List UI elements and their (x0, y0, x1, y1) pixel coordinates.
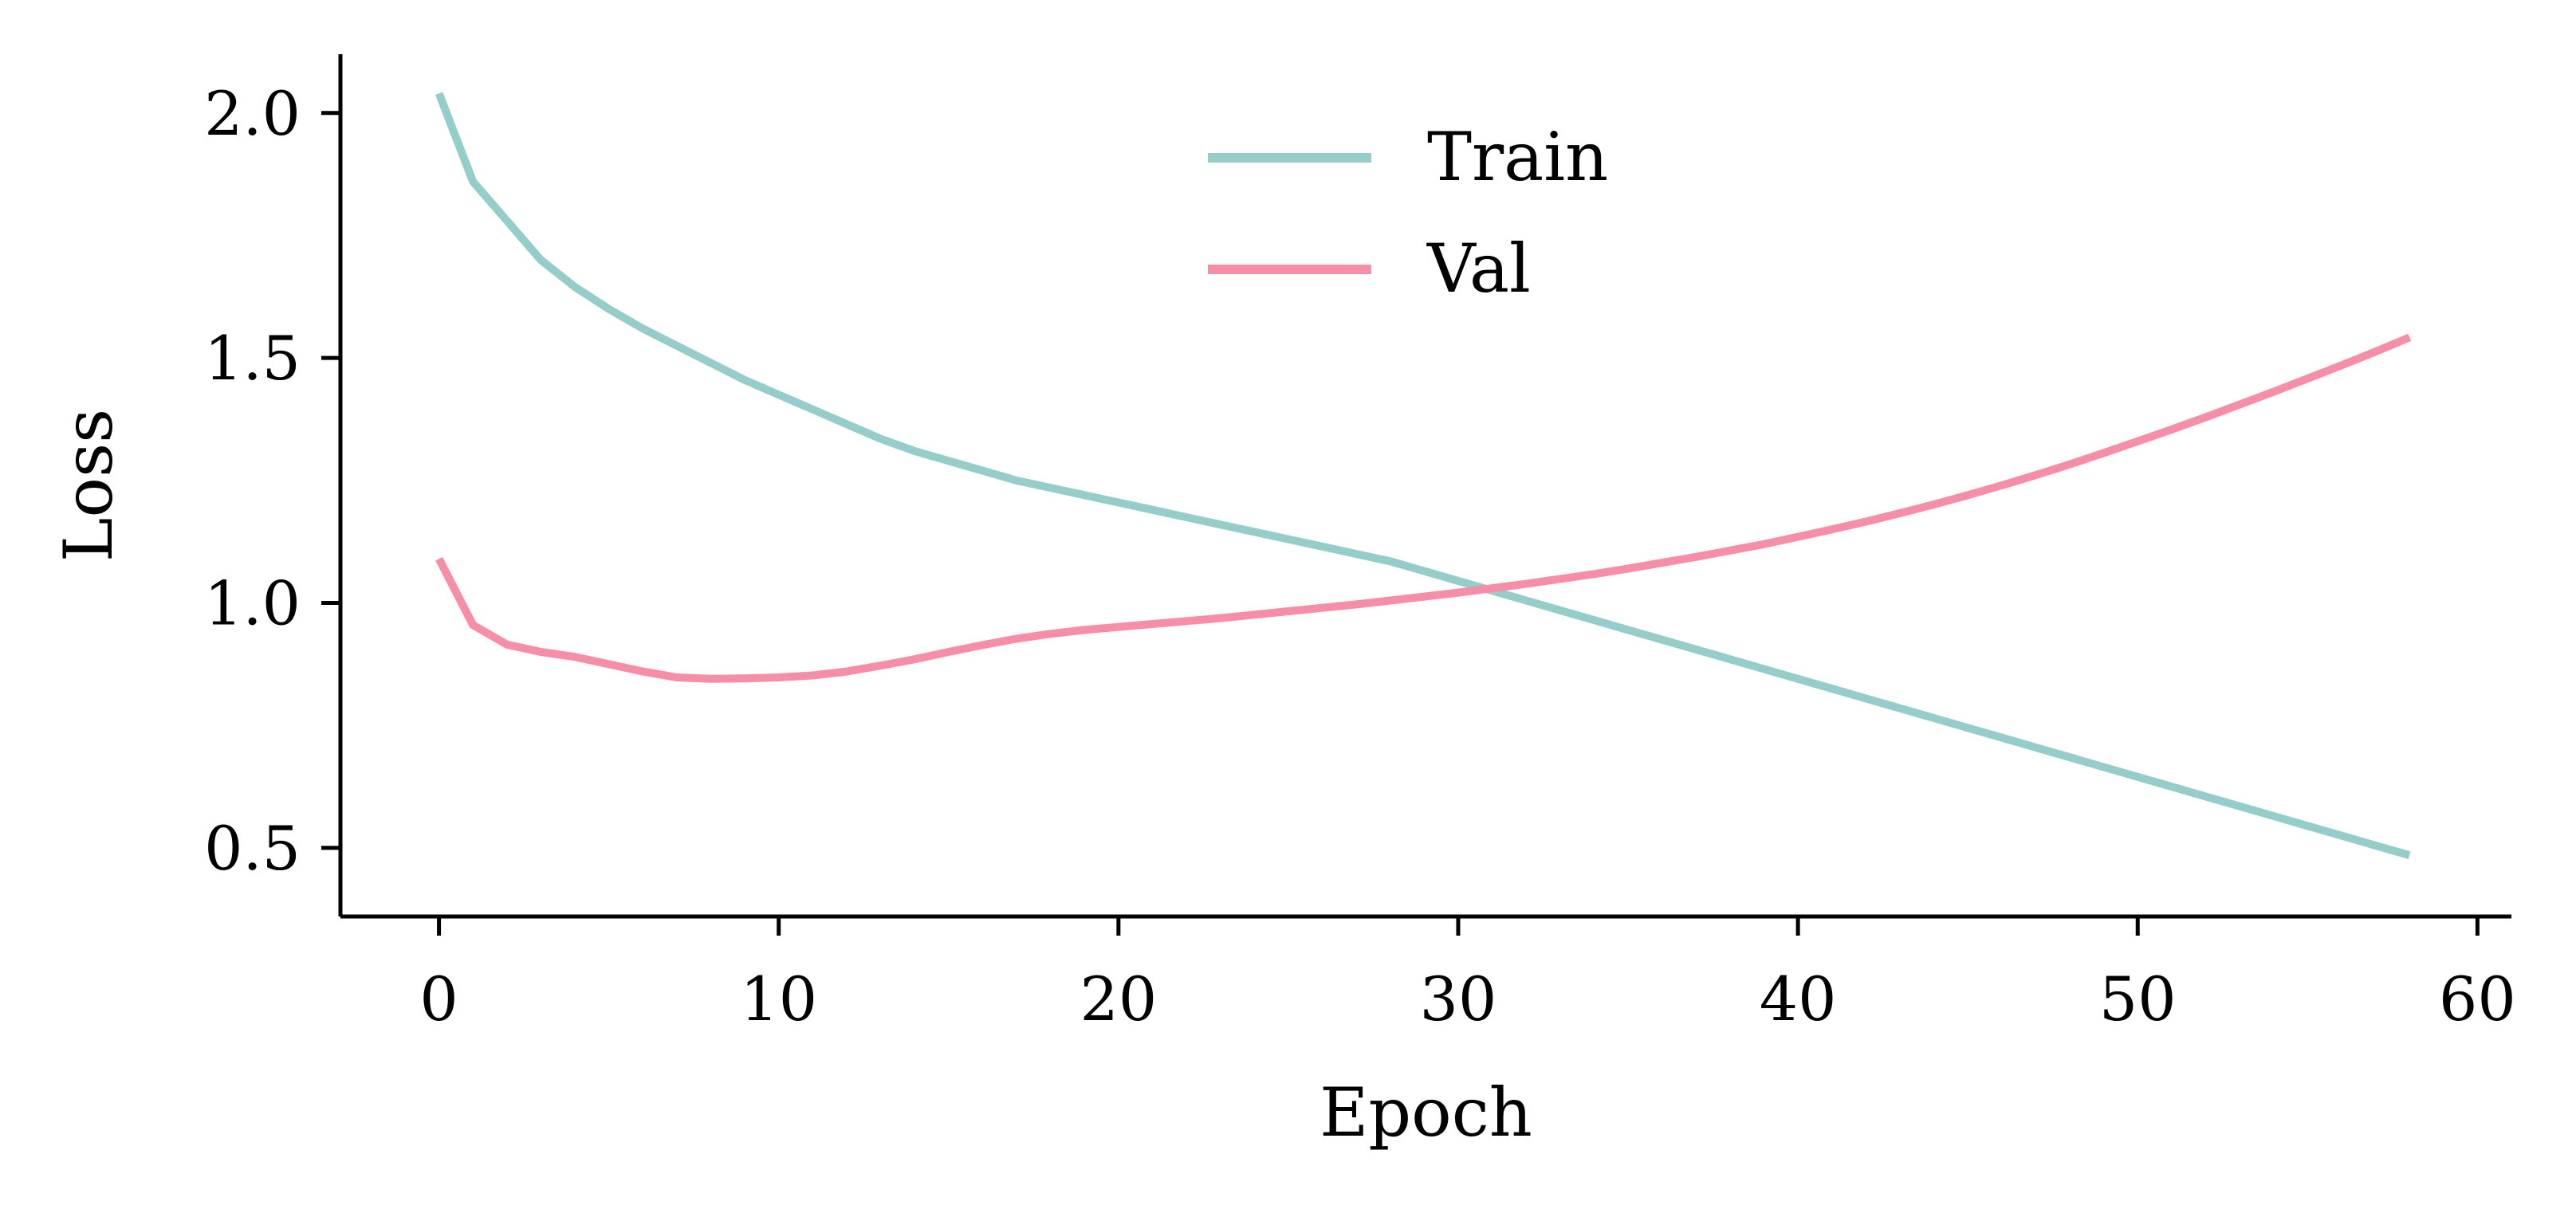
legend-train-label: Train (1427, 118, 1608, 196)
ticks: 0 10 20 30 40 50 60 0.5 1.0 1.5 2.0 (204, 78, 2516, 1034)
x-tick-label: 0 (419, 964, 458, 1034)
series-line-val (435, 333, 2412, 683)
x-tick-label: 50 (2099, 964, 2177, 1034)
legend-val-label: Val (1426, 230, 1531, 308)
x-axis-label: Epoch (1319, 1074, 1532, 1152)
x-tick-label: 10 (740, 964, 817, 1034)
y-tick-label: 1.0 (204, 568, 301, 639)
series-line-train (435, 92, 2411, 860)
x-tick-label: 30 (1420, 964, 1497, 1034)
plot-area (435, 92, 2412, 860)
y-tick-label: 0.5 (204, 813, 301, 884)
x-tick-label: 40 (1760, 964, 1837, 1034)
x-tick-label: 20 (1080, 964, 1157, 1034)
y-tick-label: 1.5 (204, 323, 301, 394)
y-tick-label: 2.0 (204, 78, 301, 149)
axes (338, 54, 2511, 919)
legend: Train Val (1208, 118, 1608, 308)
x-tick-label: 60 (2439, 964, 2516, 1034)
y-axis-label: Loss (49, 409, 128, 563)
